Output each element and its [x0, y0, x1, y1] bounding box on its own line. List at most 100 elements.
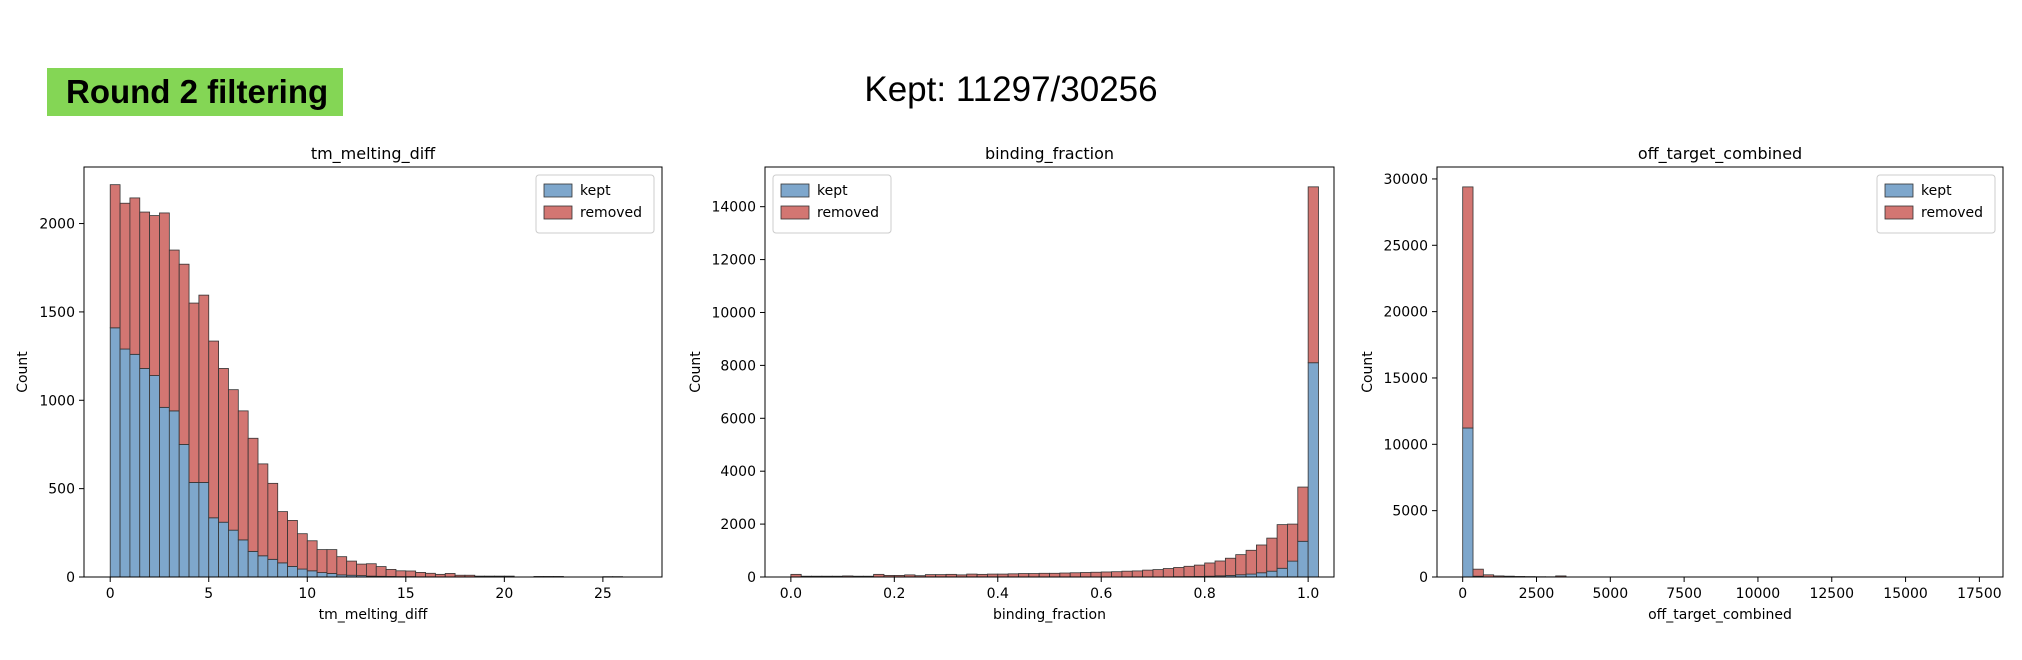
bar-removed [1472, 568, 1484, 577]
bar-removed [1018, 573, 1030, 578]
y-axis-label: Count [1360, 351, 1376, 393]
bar-kept [297, 568, 308, 578]
bar-removed [159, 212, 170, 408]
x-tick-label: 0 [106, 586, 115, 602]
bar-kept [208, 517, 219, 578]
bar-removed [1235, 554, 1247, 576]
bar-removed [405, 570, 417, 578]
bar-removed [444, 573, 456, 578]
bar-kept [287, 565, 298, 578]
y-tick-label: 25000 [1383, 238, 1428, 254]
bar-removed [1214, 560, 1226, 577]
bar-kept [316, 572, 328, 578]
bar-removed [168, 249, 180, 412]
x-tick-label: 1.0 [1297, 586, 1319, 602]
bar-kept [277, 562, 288, 578]
y-axis-label: Count [688, 351, 704, 393]
axes-frame [764, 166, 1335, 578]
subplot-2: 0.0 0.2 0.4 0.6 0.8 1.0 0 2000 4000 6000 8000 10000… [688, 144, 1335, 623]
y-tick-label: 0 [66, 570, 75, 586]
legend-swatch-removed [780, 205, 810, 220]
bar-removed [1204, 562, 1216, 577]
legend-swatch-kept [1884, 183, 1914, 198]
bar-kept [1287, 560, 1299, 578]
y-tick-label: 14000 [711, 200, 756, 216]
x-tick-label: 0.6 [1090, 586, 1112, 602]
y-tick-label: 1000 [39, 393, 75, 409]
bar-removed [1297, 486, 1309, 542]
legend: kept removed [772, 174, 892, 234]
y-tick-label: 500 [48, 482, 75, 498]
y-tick-label: 15000 [1383, 371, 1428, 387]
bar-removed [306, 540, 318, 572]
bar-removed [346, 560, 357, 576]
bar-kept [247, 550, 259, 578]
legend-label-kept: kept [580, 183, 611, 199]
bar-kept [1276, 567, 1288, 578]
bar-removed [228, 389, 239, 531]
x-tick-label: 0.4 [987, 586, 1009, 602]
y-tick-label: 12000 [711, 253, 756, 269]
legend-label-kept: kept [1921, 183, 1952, 199]
subplot-1: 0 5 10 15 20 25 0 500 1000 1500 2000 tm_melting_dif… [15, 144, 663, 623]
bar-removed [1090, 571, 1102, 578]
bar-removed [1121, 570, 1133, 578]
kept-summary: Kept: 11297/30256 [864, 70, 1158, 109]
y-tick-label: 5000 [1392, 504, 1428, 520]
x-tick-label: 0.0 [780, 586, 802, 602]
legend-label-removed: removed [817, 205, 879, 221]
bar-kept [1462, 427, 1474, 578]
x-tick-label: 10 [298, 586, 316, 602]
bar-removed [1111, 571, 1123, 578]
chart-title: tm_melting_diff [311, 144, 436, 164]
bar-removed [1059, 572, 1071, 578]
x-tick-label: 25 [594, 586, 612, 602]
y-tick-label: 2000 [720, 517, 756, 533]
x-tick-label: 0.2 [883, 586, 905, 602]
x-tick-label: 5000 [1592, 586, 1628, 602]
y-tick-label: 0 [1419, 570, 1428, 586]
bar-removed [237, 410, 249, 541]
bar-removed [1173, 567, 1185, 578]
bar-removed [188, 302, 200, 483]
bar-removed [1162, 568, 1175, 578]
bar-kept [306, 570, 318, 578]
bar-removed [119, 202, 131, 350]
bar-removed [1256, 544, 1268, 574]
bar-kept [1266, 570, 1278, 578]
bar-kept [1297, 540, 1309, 578]
y-tick-label: 2000 [39, 217, 75, 233]
x-tick-label: 0.8 [1194, 586, 1216, 602]
bar-removed [1028, 573, 1040, 578]
bar-removed [395, 570, 407, 578]
bars [109, 184, 623, 578]
bar-kept [1307, 362, 1319, 578]
y-tick-label: 10000 [711, 305, 756, 321]
y-tick-label: 6000 [720, 411, 756, 427]
x-axis-label: off_target_combined [1648, 607, 1792, 623]
bar-kept [188, 482, 200, 578]
bar-removed [139, 211, 151, 369]
bar-kept [1256, 572, 1268, 578]
bar-removed [149, 215, 160, 376]
bar-removed [1287, 523, 1299, 562]
bar-kept [218, 521, 229, 578]
x-tick-label: 7500 [1666, 586, 1702, 602]
x-tick-label: 17500 [1957, 586, 2002, 602]
bar-removed [415, 572, 426, 578]
bar-kept [159, 406, 170, 578]
bars [790, 186, 1319, 578]
x-tick-label: 20 [495, 586, 513, 602]
round-badge-label: Round 2 filtering [66, 73, 329, 110]
bar-removed [326, 549, 338, 574]
legend-swatch-removed [543, 205, 573, 220]
x-tick-label: 15000 [1883, 586, 1928, 602]
chart-title: binding_fraction [985, 144, 1114, 164]
bar-removed [267, 482, 279, 560]
y-tick-label: 10000 [1383, 437, 1428, 453]
y-axis-label: Count [15, 351, 31, 393]
legend: kept removed [535, 174, 655, 234]
bar-removed [1266, 537, 1278, 572]
y-tick-label: 8000 [720, 358, 756, 374]
x-tick-label: 2500 [1519, 586, 1555, 602]
